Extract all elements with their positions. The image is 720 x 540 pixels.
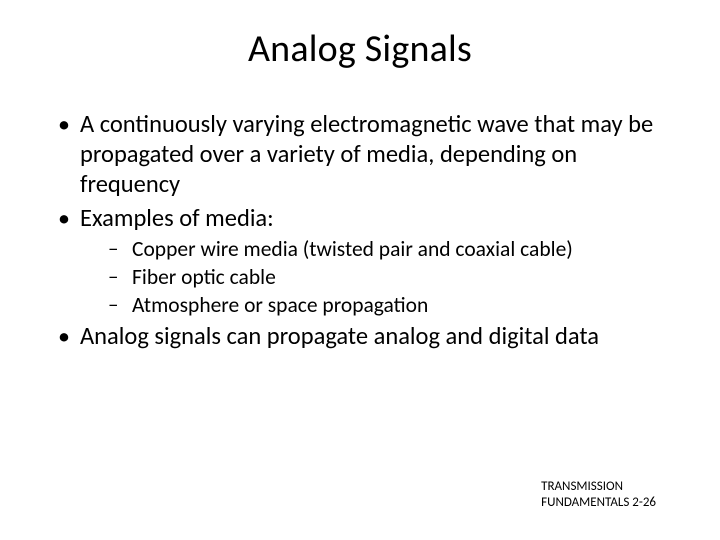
bullet-item: Examples of media: Copper wire media (tw… (50, 204, 670, 319)
sub-bullet-text: Copper wire media (twisted pair and coax… (132, 236, 573, 262)
slide-title: Analog Signals (50, 26, 670, 72)
footer-line: TRANSMISSION (541, 479, 656, 494)
bullet-text: Examples of media: (80, 203, 274, 233)
bullet-list: A continuously varying electromagnetic w… (50, 110, 670, 352)
sub-bullet-text: Fiber optic cable (132, 264, 276, 290)
bullet-item: A continuously varying electromagnetic w… (50, 110, 670, 200)
bullet-text: A continuously varying electromagnetic w… (80, 109, 653, 199)
bullet-text: Analog signals can propagate analog and … (80, 321, 599, 351)
footer-line: FUNDAMENTALS 2-26 (541, 495, 656, 510)
slide: Analog Signals A continuously varying el… (0, 0, 720, 540)
slide-body: A continuously varying electromagnetic w… (50, 110, 670, 352)
sub-bullet-list: Copper wire media (twisted pair and coax… (80, 236, 670, 319)
sub-bullet-text: Atmosphere or space propagation (132, 292, 428, 318)
slide-footer: TRANSMISSION FUNDAMENTALS 2-26 (541, 479, 656, 510)
sub-bullet-item: Copper wire media (twisted pair and coax… (80, 236, 670, 262)
sub-bullet-item: Fiber optic cable (80, 264, 670, 290)
sub-bullet-item: Atmosphere or space propagation (80, 292, 670, 318)
bullet-item: Analog signals can propagate analog and … (50, 322, 670, 352)
